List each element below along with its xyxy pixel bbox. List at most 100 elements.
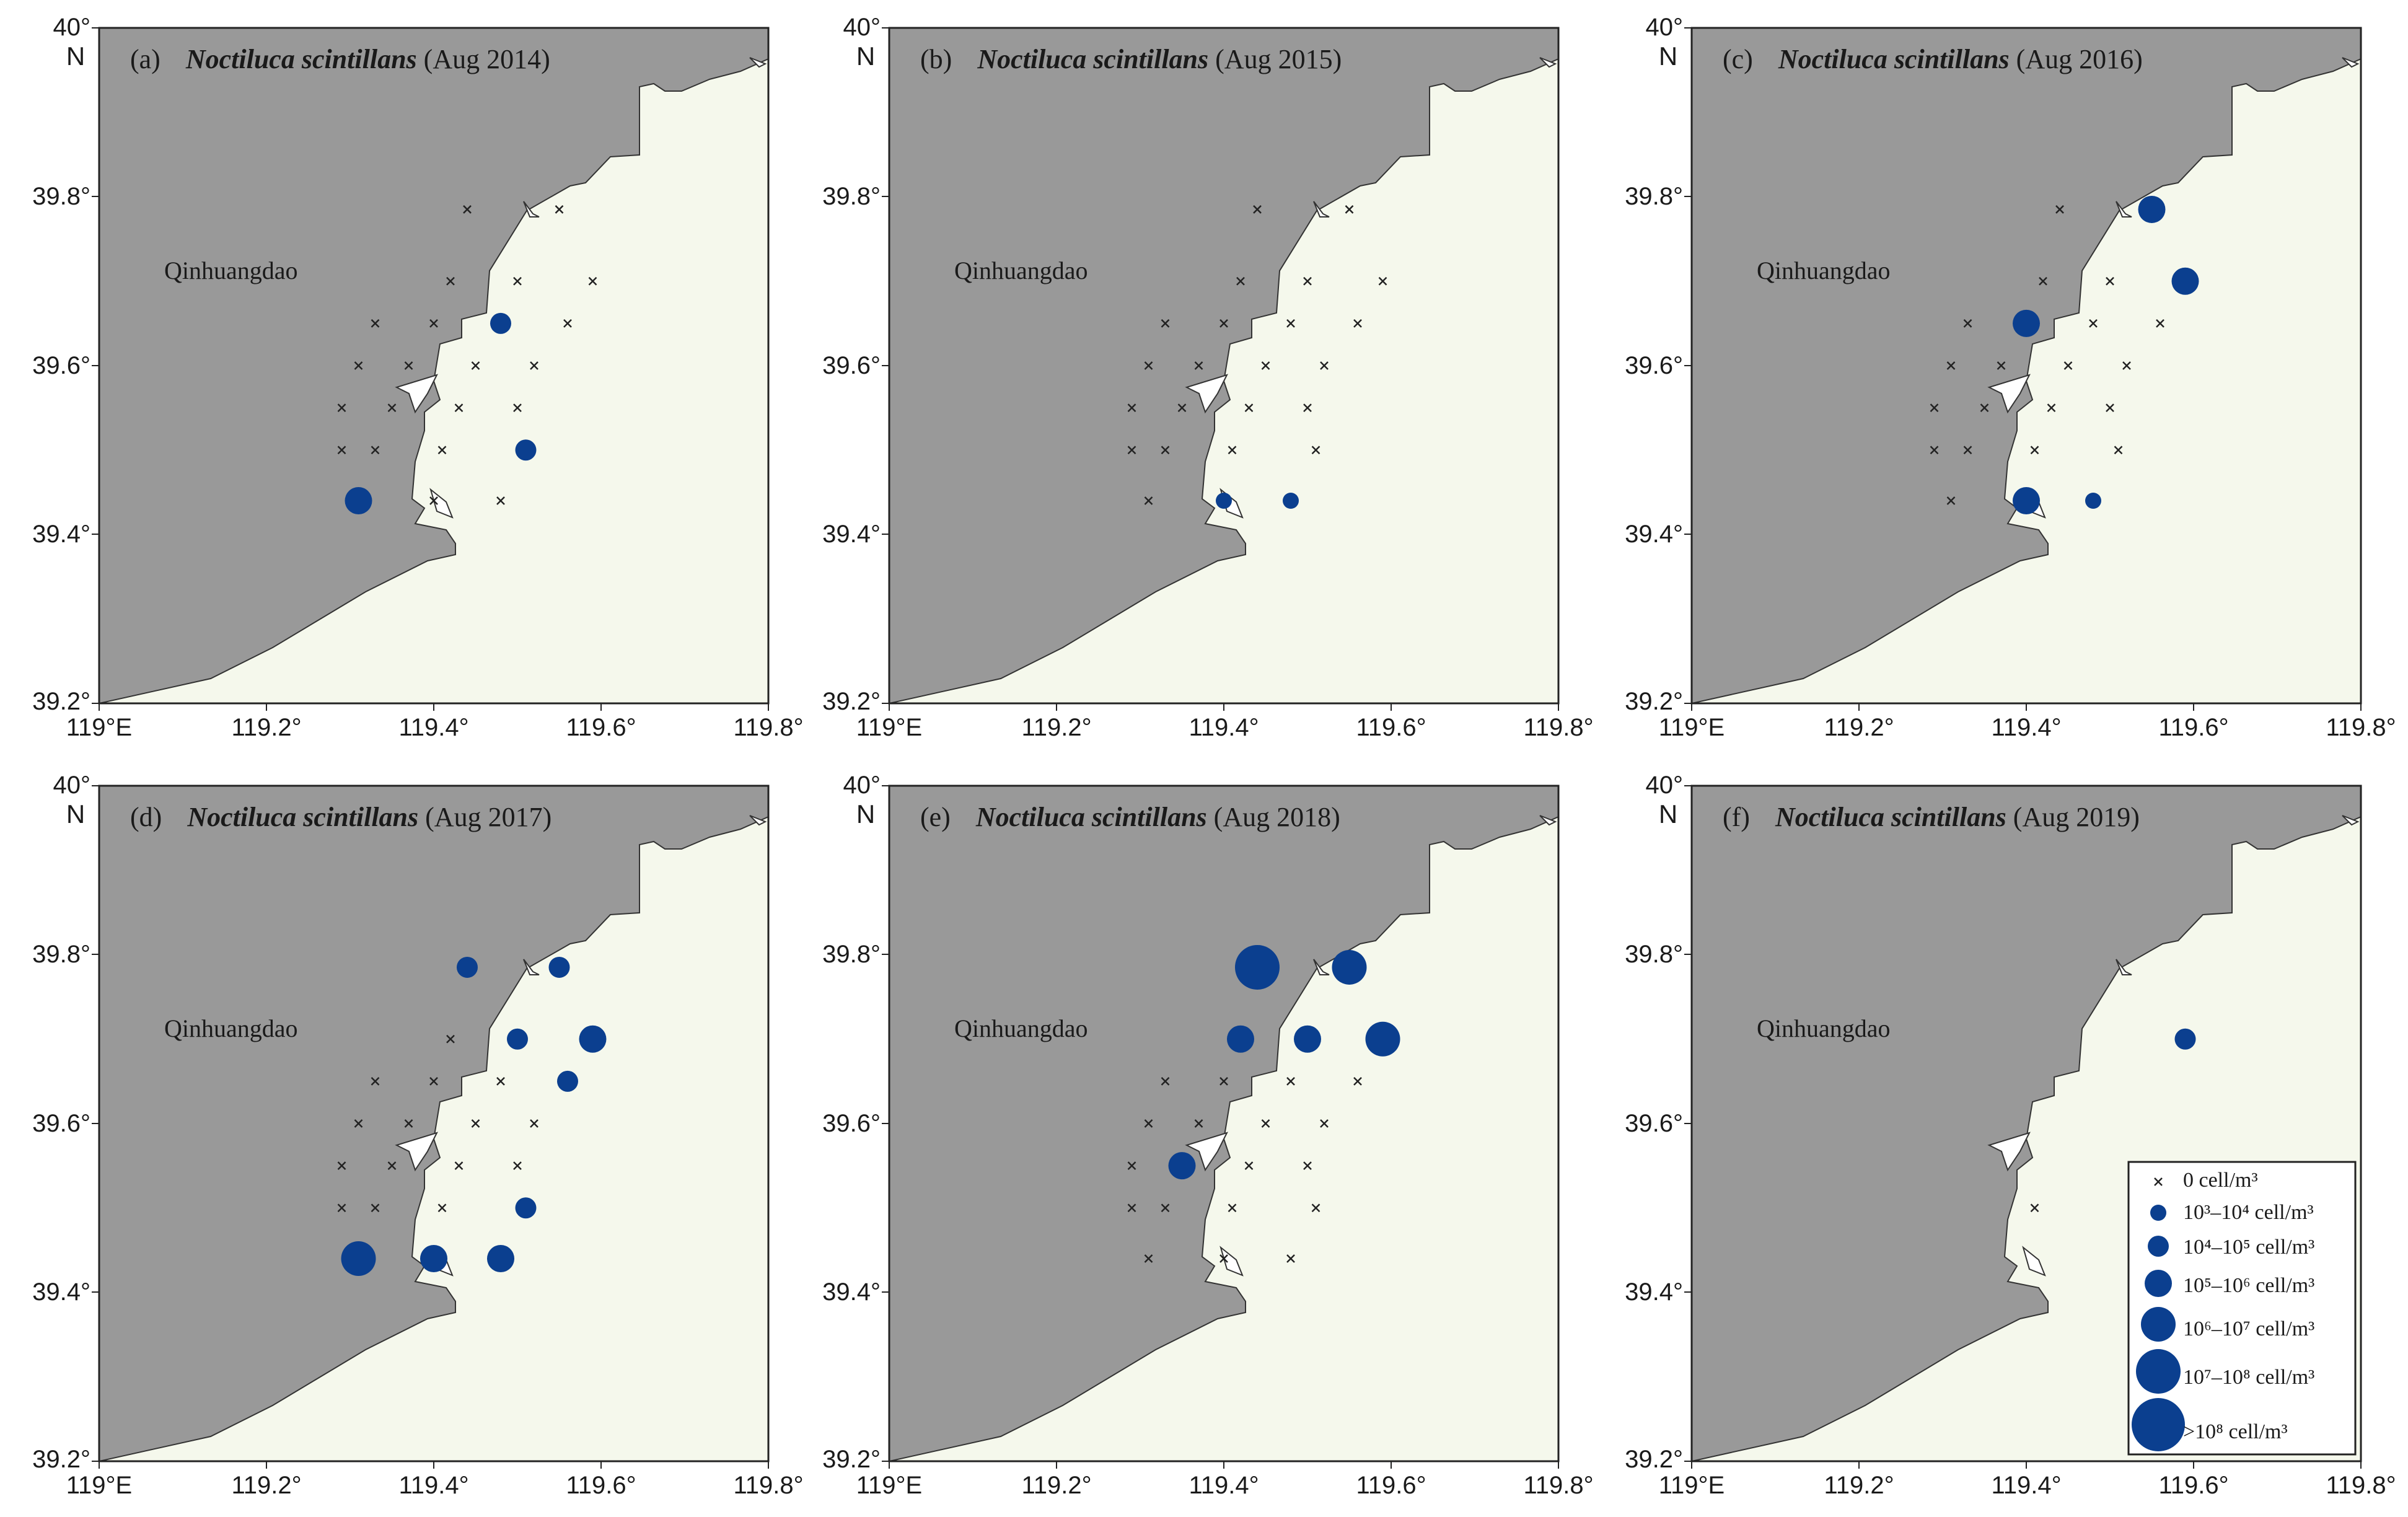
station-circle-class-3 (2171, 267, 2199, 295)
lat-label-39-4: 39.4° (822, 1278, 881, 1306)
place-label: Qinhuangdao (954, 1014, 1088, 1042)
island (2342, 815, 2360, 826)
station-cross (1194, 361, 1203, 370)
lon-label-119: 119°E (856, 714, 922, 741)
cross-stroke (1286, 1076, 1295, 1086)
cross-stroke (1930, 446, 1939, 455)
station-circle-class-3 (1168, 1152, 1196, 1180)
station-cross (2106, 403, 2114, 413)
lon-label-119-8: 119.8° (733, 714, 803, 741)
place-label: Qinhuangdao (1757, 257, 1891, 284)
panel-letter: (d) (130, 802, 162, 832)
cross-stroke (463, 205, 472, 214)
station-cross (354, 361, 363, 370)
lon-label-119-4: 119.4° (1991, 1472, 2061, 1499)
station-cross (1144, 1254, 1153, 1263)
station-cross (1946, 496, 1956, 505)
lon-label-119-6: 119.6° (2158, 714, 2228, 741)
station-marks (1930, 195, 2199, 514)
map-body (889, 28, 1558, 703)
cross-stroke (2055, 205, 2064, 214)
axis-labels: 40° N 39.8° 39.6° 39.4° 39.2° 119°E 119.… (32, 14, 803, 741)
axis-ticks (882, 785, 1559, 1469)
legend-label-3: 10⁵–10⁶ cell/m³ (2183, 1274, 2314, 1297)
station-circle-class-1 (1283, 493, 1299, 509)
cross-stroke (1244, 1161, 1254, 1171)
legend: 0 cell/m³ 10³–10⁴ cell/m³ 10⁴–10⁵ cell/m… (2127, 1161, 2357, 1456)
cross-stroke (496, 1076, 505, 1086)
map-body (99, 786, 768, 1461)
station-cross (1127, 1203, 1136, 1213)
cross-stroke (371, 319, 380, 328)
cross-stroke (1320, 361, 1329, 370)
lon-label-119-6: 119.6° (1356, 1472, 1426, 1499)
station-cross (1930, 446, 1939, 455)
cross-stroke (2122, 361, 2131, 370)
axis-labels: 40° N 39.8° 39.6° 39.4° 39.2° 119°E 119.… (822, 14, 1593, 741)
station-cross (446, 1034, 455, 1044)
island (1313, 959, 1330, 975)
panel-letter: (f) (1723, 802, 1750, 832)
cross-stroke (437, 1203, 447, 1213)
cross-stroke (471, 361, 480, 370)
cross-stroke (1144, 1119, 1153, 1128)
lat-label-39-8: 39.8° (32, 183, 90, 210)
cross-stroke (1228, 1203, 1237, 1213)
station-cross (1320, 361, 1329, 370)
cross-stroke (1345, 205, 1354, 214)
legend-symbol-2 (2148, 1236, 2169, 1257)
cross-stroke (1946, 496, 1956, 505)
cross-stroke (2106, 403, 2114, 413)
island (1987, 374, 2031, 414)
island (523, 201, 540, 218)
station-circle-class-4 (1365, 1021, 1400, 1057)
station-cross (2047, 403, 2056, 413)
lat-label-39-6: 39.6° (32, 352, 90, 379)
cross-stroke (337, 1161, 346, 1171)
station-circle-class-3 (579, 1025, 607, 1053)
lon-label-119-6: 119.6° (2158, 1472, 2228, 1499)
place-label: Qinhuangdao (954, 257, 1088, 284)
cross-stroke (371, 1076, 380, 1086)
cross-stroke (1353, 319, 1362, 328)
lat-label-39-6: 39.6° (822, 1110, 881, 1137)
legend-symbol-0 (2154, 1177, 2163, 1186)
station-circle-class-1 (2085, 493, 2101, 509)
lat-label-39-8: 39.8° (1625, 941, 1683, 968)
lat-label-39-6: 39.6° (822, 352, 881, 379)
panel-title: (b) Noctiluca scintillans (Aug 2015) (920, 44, 1342, 74)
lon-label-119-4: 119.4° (398, 1472, 468, 1499)
legend-label-2: 10⁴–10⁵ cell/m³ (2183, 1236, 2314, 1259)
cross-stroke (1219, 1254, 1228, 1263)
cross-stroke (354, 361, 363, 370)
cross-stroke (563, 319, 572, 328)
island (2116, 201, 2132, 218)
cross-stroke (1194, 1119, 1203, 1128)
panel-f: 40° N 39.8° 39.6° 39.4° 39.2° 119°E 119.… (1625, 772, 2396, 1499)
cross-stroke (1244, 403, 1254, 413)
station-cross (2055, 205, 2064, 214)
station-cross (337, 446, 346, 455)
lat-label-39-6: 39.6° (1625, 1110, 1683, 1137)
axis-labels: 40° N 39.8° 39.6° 39.4° 39.2° 119°E 119.… (822, 772, 1593, 1499)
cross-stroke (2063, 361, 2073, 370)
station-cross (1286, 1254, 1295, 1263)
legend-label-0: 0 cell/m³ (2183, 1169, 2258, 1192)
station-circle-class-2 (515, 439, 537, 461)
station-cross (1144, 361, 1153, 370)
panel-a: 40° N 39.8° 39.6° 39.4° 39.2° 119°E 119.… (32, 14, 803, 741)
station-cross (1353, 1076, 1362, 1086)
station-cross (371, 1203, 380, 1213)
station-circle-class-3 (420, 1245, 447, 1272)
north-label: N (66, 799, 85, 829)
cross-stroke (1286, 319, 1295, 328)
lat-label-39-8: 39.8° (32, 941, 90, 968)
lon-label-119-8: 119.8° (1523, 714, 1593, 741)
station-cross (404, 1119, 413, 1128)
axis-labels: 40° N 39.8° 39.6° 39.4° 39.2° 119°E 119.… (1625, 14, 2396, 741)
station-circle-class-3 (1294, 1025, 1321, 1053)
lon-label-119-8: 119.8° (1523, 1472, 1593, 1499)
cross-stroke (1353, 1076, 1362, 1086)
island (1539, 815, 1557, 826)
station-cross (1228, 1203, 1237, 1213)
